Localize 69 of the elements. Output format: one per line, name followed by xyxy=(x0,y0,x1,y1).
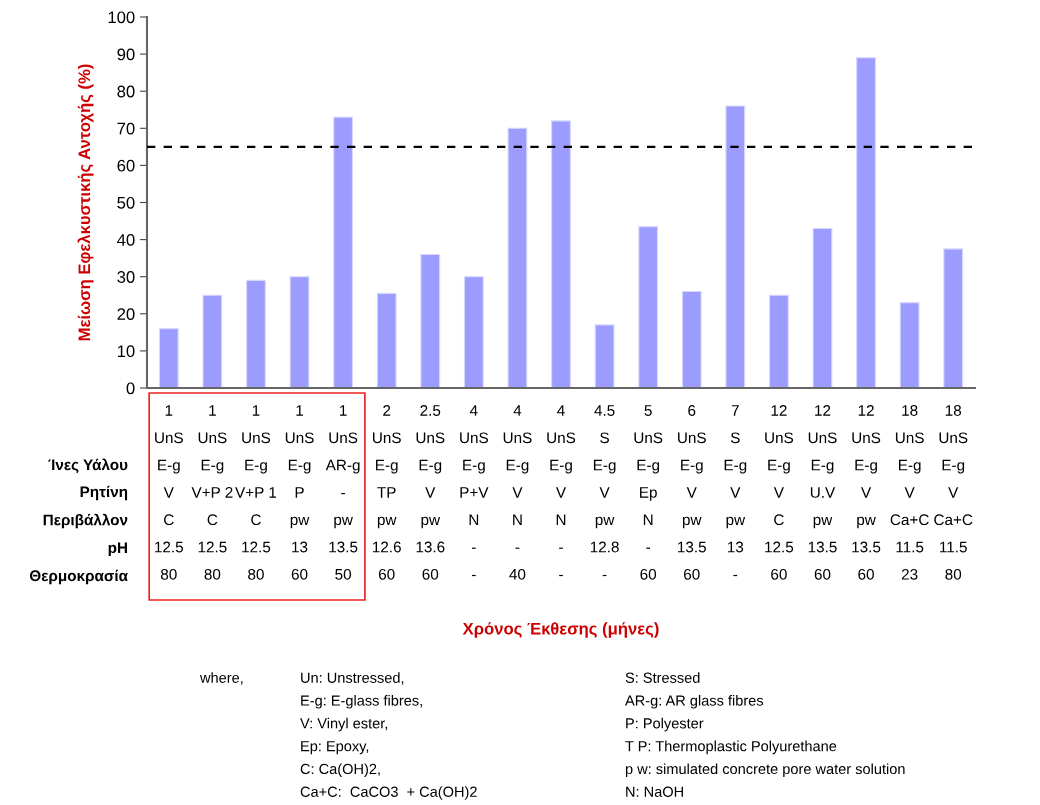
category-label: 4 UnS E-g P+V N - - xyxy=(460,405,489,577)
y-tick-label: 0 xyxy=(126,382,135,395)
y-tick-label: 10 xyxy=(117,345,135,358)
y-tick-label: 60 xyxy=(117,159,135,172)
y-tick-label: 80 xyxy=(117,85,135,98)
bar xyxy=(420,253,441,388)
text: T P: Thermoplastic Polyurethane xyxy=(625,740,837,755)
bar xyxy=(943,248,964,388)
category-label: 7 S E-g V pw 13 - xyxy=(724,405,747,577)
bar xyxy=(463,276,484,388)
y-tick-label: 20 xyxy=(117,308,135,320)
y-tick-label: 90 xyxy=(117,48,135,61)
bar xyxy=(856,57,876,388)
bar xyxy=(376,292,397,388)
bar xyxy=(202,294,223,388)
category-label: 1 UnS AR-g - pw 13.5 50 xyxy=(325,405,360,580)
text: S: Stressed xyxy=(625,672,700,683)
x-tick-label: 12 UnS E-g V C 12.5 60 xyxy=(765,405,794,580)
bar xyxy=(768,294,789,388)
category-label: 1 UnS E-g P pw 13 60 xyxy=(285,405,314,580)
text: Ca+C: CaCO3 + Ca(OH)2 xyxy=(300,786,477,800)
bar xyxy=(638,226,659,388)
bar xyxy=(246,279,266,388)
category-label: 12 UnS E-g U.V pw 13.5 60 xyxy=(808,405,837,580)
text: Θερμοκρασία xyxy=(29,569,128,585)
bar xyxy=(681,290,702,388)
y-tick-label: 40 xyxy=(117,234,135,246)
y-tick-label: 70 xyxy=(117,122,135,135)
bar xyxy=(507,127,528,388)
text: N: NaOH xyxy=(626,786,683,797)
bar xyxy=(551,120,571,388)
category-label: 6 UnS E-g V pw 13.5 60 xyxy=(678,405,706,580)
text: p w: simulated concrete pore water solution xyxy=(625,763,905,777)
category-label: 4 UnS E-g V N - - xyxy=(547,405,576,577)
text: AR-g: AR glass fibres xyxy=(625,695,764,709)
category-label: 5 UnS E-g Ep N - 60 xyxy=(634,405,663,580)
category-label: 4 UnS E-g V N - 40 xyxy=(503,405,532,580)
category-label: 12 UnS E-g V pw 13.5 60 xyxy=(852,405,881,580)
text: Ρητίνη xyxy=(80,485,128,501)
x-tick-label: 18 UnS E-g V Ca+C 11.5 23 xyxy=(890,405,929,580)
text: C: Ca(OH)2, xyxy=(300,763,380,777)
text: P: Polyester xyxy=(626,717,704,732)
bar xyxy=(594,324,615,388)
text: Περιβάλλον xyxy=(43,513,128,529)
bar xyxy=(158,328,179,388)
x-tick-label: 1 UnS E-g V+P 1 C 12.5 80 xyxy=(235,405,277,580)
bar xyxy=(333,116,354,388)
text: where, xyxy=(199,672,243,685)
bar xyxy=(812,227,833,388)
text: Un: Unstressed, xyxy=(301,672,404,685)
text: pH xyxy=(108,542,127,557)
y-tick-label: 50 xyxy=(117,196,135,209)
bar xyxy=(725,105,746,388)
y-tick-label: 100 xyxy=(108,11,135,24)
text: E-g: E-glass fibres, xyxy=(301,695,422,709)
x-tick-label: 18 UnS E-g V Ca+C 11.5 80 xyxy=(934,405,973,580)
category-label: 2.5 UnS E-g V pw 13.6 60 xyxy=(416,405,445,580)
text: Ίνες Υάλου xyxy=(48,458,128,474)
y-tick-label: 30 xyxy=(117,271,135,283)
text: Ep: Epoxy, xyxy=(301,741,369,755)
bar xyxy=(899,302,920,388)
category-label: 2 UnS E-g TP pw 12.6 60 xyxy=(372,405,401,580)
y-axis-title: Μείωση Εφελκυστικής Αντοχής (%) xyxy=(77,64,94,341)
x-tick-label: 1 UnS E-g V C 12.5 80 xyxy=(155,405,184,580)
bar xyxy=(289,276,310,388)
category-label: 4.5 S E-g V pw 12.8 - xyxy=(590,405,619,577)
x-axis-title: Χρόνος Έκθεσης (μήνες) xyxy=(462,622,659,638)
text: V: Vinyl ester, xyxy=(300,717,388,732)
x-tick-label: 1 UnS E-g V+P 2 C 12.5 80 xyxy=(191,405,233,580)
